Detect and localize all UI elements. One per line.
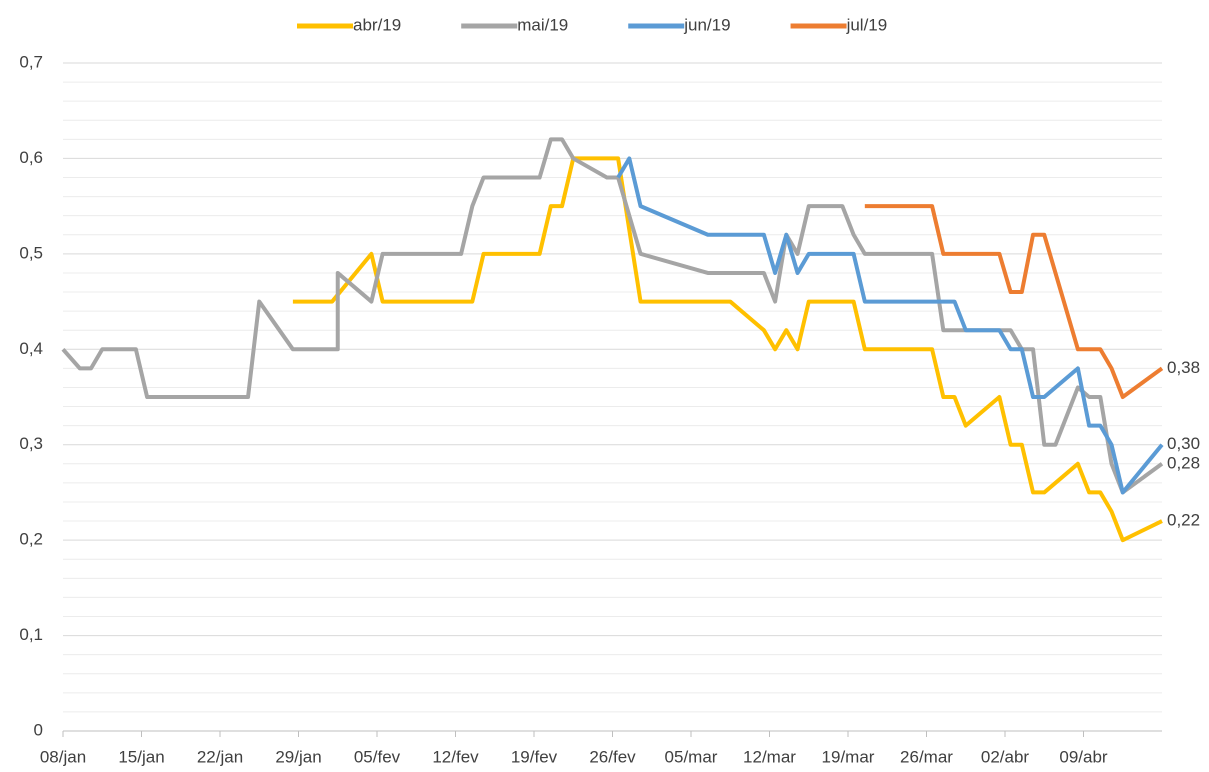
y-tick-label: 0,6	[19, 148, 43, 167]
x-tick-label: 19/fev	[511, 747, 558, 766]
x-tick-label: 19/mar	[822, 747, 875, 766]
x-tick-label: 02/abr	[981, 747, 1030, 766]
legend-label: jun/19	[683, 15, 730, 34]
legend-label: jul/19	[846, 15, 888, 34]
x-tick-label: 15/jan	[118, 747, 164, 766]
data-label: 0,22	[1167, 511, 1200, 530]
x-tick-label: 12/fev	[432, 747, 479, 766]
y-tick-label: 0,7	[19, 52, 43, 71]
data-label: 0,38	[1167, 358, 1200, 377]
x-tick-label: 05/mar	[665, 747, 718, 766]
y-tick-label: 0,3	[19, 434, 43, 453]
data-label: 0,30	[1167, 434, 1200, 453]
x-tick-label: 29/jan	[275, 747, 321, 766]
legend-label: abr/19	[353, 15, 401, 34]
y-tick-label: 0,1	[19, 625, 43, 644]
data-label: 0,28	[1167, 453, 1200, 472]
y-tick-label: 0	[34, 720, 43, 739]
y-tick-label: 0,2	[19, 530, 43, 549]
series-line	[616, 156, 1164, 495]
x-tick-label: 12/mar	[743, 747, 796, 766]
series-line	[864, 204, 1164, 399]
y-tick-label: 0,4	[19, 339, 43, 358]
series-line	[61, 137, 1164, 495]
x-tick-label: 22/jan	[197, 747, 243, 766]
series-line	[292, 156, 1163, 543]
x-tick-label: 09/abr	[1059, 747, 1108, 766]
y-tick-label: 0,5	[19, 243, 43, 262]
x-tick-label: 26/mar	[900, 747, 953, 766]
legend-label: mai/19	[517, 15, 568, 34]
x-tick-label: 08/jan	[40, 747, 86, 766]
x-tick-label: 05/fev	[354, 747, 401, 766]
x-tick-label: 26/fev	[589, 747, 636, 766]
